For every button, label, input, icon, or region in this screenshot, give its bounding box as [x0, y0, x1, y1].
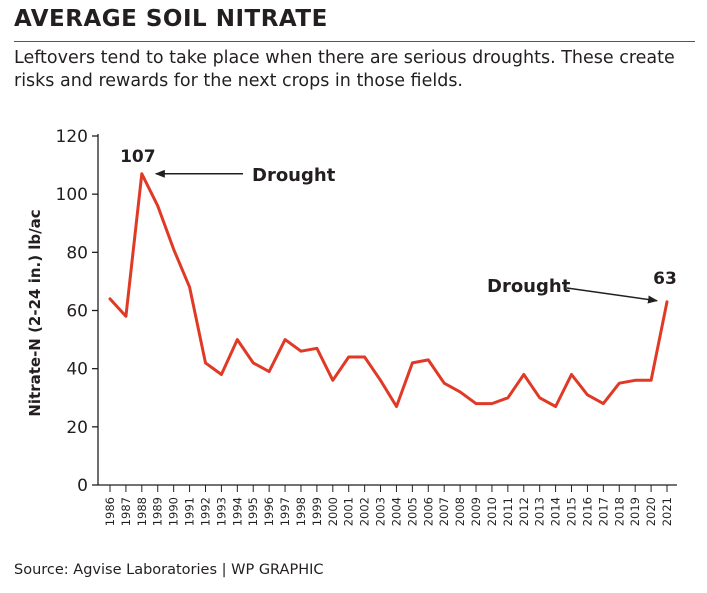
annotations: 107 Drought Drought 63 [120, 147, 677, 304]
data-point [427, 358, 430, 362]
drought-label-1: Drought [252, 165, 336, 186]
end-value-label: 63 [653, 269, 677, 289]
chart-title: AVERAGE SOIL NITRATE [14, 6, 328, 32]
y-axis-label: Nitrate-N (2-24 in.) lb/ac [26, 209, 44, 416]
data-point [124, 315, 128, 318]
source-credit: Source: Agvise Laboratories | WP GRAPHIC [14, 562, 324, 578]
x-tick-label: 2017 [596, 497, 610, 526]
data-point [331, 379, 334, 382]
data-point [315, 347, 319, 350]
y-tick-label: 40 [66, 360, 88, 380]
data-point [395, 405, 398, 408]
x-tick-label: 2006 [421, 497, 435, 526]
x-tick-label: 1986 [103, 497, 117, 526]
data-point [458, 390, 462, 394]
data-point [156, 204, 159, 207]
x-tick-label: 1995 [246, 497, 260, 526]
x-tick-label: 2016 [580, 497, 594, 526]
data-point [363, 355, 366, 359]
x-tick-label: 1992 [198, 497, 212, 526]
data-point [172, 248, 175, 251]
data-point [188, 286, 191, 289]
x-tick-label: 2018 [612, 497, 626, 526]
x-tick-label: 1996 [262, 497, 276, 526]
y-axis: 0 20 40 60 80 100 120 [56, 127, 99, 496]
data-point [665, 300, 669, 303]
data-point [347, 355, 350, 359]
x-tick-label: 1994 [230, 497, 244, 526]
data-point [474, 402, 478, 405]
data-point [570, 373, 573, 376]
data-point [586, 393, 589, 397]
x-tick-label: 1997 [278, 497, 292, 526]
data-point [204, 361, 207, 365]
data-point [220, 373, 223, 376]
y-tick-label: 100 [56, 185, 88, 205]
x-tick-label: 2004 [389, 497, 403, 526]
data-point [299, 350, 303, 353]
x-tick-label: 2015 [565, 497, 579, 526]
x-tick-label: 2020 [644, 497, 658, 526]
x-tick-label: 2005 [405, 497, 419, 526]
x-tick-label: 2013 [533, 497, 547, 526]
x-tick-label: 2000 [326, 497, 340, 526]
x-tick-label: 2011 [501, 497, 515, 526]
x-tick-label: 1987 [119, 497, 133, 526]
x-tick-label: 1988 [135, 497, 149, 526]
x-tick-label: 2001 [342, 497, 356, 526]
x-tick-label: 2014 [549, 497, 563, 526]
y-tick-label: 80 [66, 243, 88, 263]
data-point [283, 338, 287, 341]
data-point [649, 379, 653, 382]
y-tick-label: 20 [66, 418, 88, 438]
x-tick-label: 2002 [358, 497, 372, 526]
data-point [108, 297, 112, 301]
drought-arrow-2 [566, 287, 658, 304]
x-tick-label: 2012 [517, 497, 531, 526]
x-tick-label: 1999 [310, 497, 324, 526]
x-axis: 1986 1987 1988 1989 1990 1991 1992 1993 1994 1995… [98, 484, 677, 526]
data-point [443, 382, 446, 385]
data-point [267, 370, 271, 373]
series-line [108, 172, 669, 408]
x-tick-label: 1993 [214, 497, 228, 526]
data-point [490, 402, 494, 405]
peak-value-label: 107 [120, 147, 156, 167]
y-tick-label: 120 [56, 127, 88, 147]
data-point [633, 379, 637, 382]
data-point [554, 405, 557, 408]
data-point [379, 379, 382, 382]
data-point [140, 172, 144, 176]
x-tick-label: 1991 [183, 497, 197, 526]
y-tick-label: 60 [66, 302, 88, 322]
x-tick-label: 2019 [628, 497, 642, 526]
series [108, 172, 669, 408]
data-point [506, 396, 510, 399]
chart-subtitle: Leftovers tend to take place when there … [14, 48, 675, 91]
x-tick-label: 2007 [437, 497, 451, 526]
data-point [411, 361, 414, 365]
title-divider [14, 41, 695, 42]
x-tick-label: 1990 [167, 497, 181, 526]
data-point [538, 396, 541, 399]
drought-label-2: Drought [487, 276, 571, 297]
data-point [602, 402, 605, 405]
x-tick-label: 2008 [453, 497, 467, 526]
x-tick-label: 2003 [374, 497, 388, 526]
x-tick-label: 1989 [151, 497, 165, 526]
data-point [236, 338, 239, 341]
x-tick-label: 2021 [660, 497, 674, 526]
y-tick-label: 0 [77, 476, 88, 496]
data-point [252, 361, 255, 365]
data-point [618, 382, 621, 385]
x-tick-label: 2010 [485, 497, 499, 526]
x-tick-label: 2009 [469, 497, 483, 526]
data-point [522, 373, 525, 376]
x-tick-label: 1998 [294, 497, 308, 526]
